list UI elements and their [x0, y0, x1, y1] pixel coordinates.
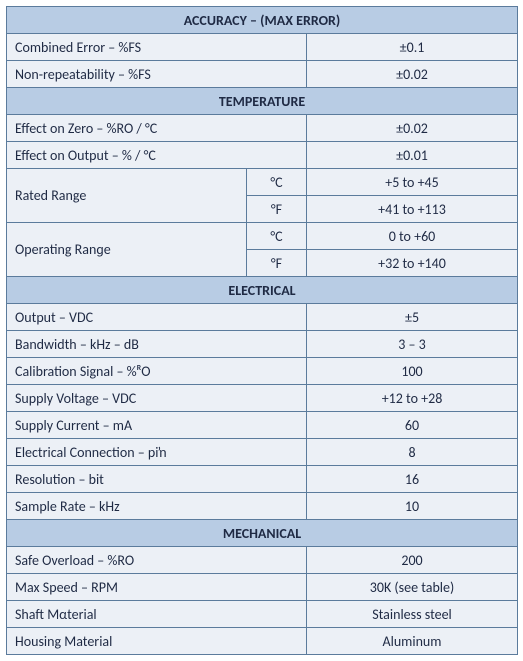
row-value: 60: [307, 412, 518, 439]
spec-table: ACCURACY – (MAX ERROR) Combined Error – …: [6, 6, 518, 655]
row-label: Resolution – bit: [7, 466, 307, 493]
section-header-temperature: TEMPERATURE: [7, 88, 518, 115]
section-header-electrical: ELECTRICAL: [7, 277, 518, 304]
row-value: ±5: [307, 304, 518, 331]
row-label: Electrical Connection – piŉ: [7, 439, 307, 466]
row-value: 3 – 3: [307, 331, 518, 358]
row-value: Stainless steel: [307, 601, 518, 628]
row-label: Max Speed – RPM: [7, 574, 307, 601]
row-value: 30K (see table): [307, 574, 518, 601]
row-label: Rated Range: [7, 169, 247, 223]
row-value: 200: [307, 547, 518, 574]
row-label: Bandwidth – kHz – dB: [7, 331, 307, 358]
row-value: 100: [307, 358, 518, 385]
row-value: ±0.02: [307, 61, 518, 88]
row-label: Supply Voltage – VDC: [7, 385, 307, 412]
row-value: 10: [307, 493, 518, 520]
row-label: Supply Current – mA: [7, 412, 307, 439]
row-label: Operating Ranɡe: [7, 223, 247, 277]
row-unit: °C: [247, 223, 307, 250]
row-value: +41 to +113: [307, 196, 518, 223]
row-value: ±0.01: [307, 142, 518, 169]
row-value: 16: [307, 466, 518, 493]
row-value: 8: [307, 439, 518, 466]
row-value: ±0.02: [307, 115, 518, 142]
row-value: Aluminum: [307, 628, 518, 655]
row-value: +5 to +45: [307, 169, 518, 196]
row-unit: °C: [247, 169, 307, 196]
row-value: 0 to +60: [307, 223, 518, 250]
row-unit: °F: [247, 250, 307, 277]
row-label: Safe Overload – %RO: [7, 547, 307, 574]
row-label: Non-repeatability – %FS: [7, 61, 307, 88]
row-value: +32 to +140: [307, 250, 518, 277]
row-label: Eﬀect on Zero – %RO / °C: [7, 115, 307, 142]
row-unit: °F: [247, 196, 307, 223]
row-label: Eﬀect on Output – % / °C: [7, 142, 307, 169]
row-value: +12 to +28: [307, 385, 518, 412]
section-header-accuracy: ACCURACY – (MAX ERROR): [7, 7, 518, 34]
row-label: Calibration Signal – %ᴿO: [7, 358, 307, 385]
row-label: Housing Material: [7, 628, 307, 655]
row-label: Shaft Mαterial: [7, 601, 307, 628]
row-value: ±0.1: [307, 34, 518, 61]
row-label: Sample Rate – kHz: [7, 493, 307, 520]
row-label: Combined Error – %FS: [7, 34, 307, 61]
row-label: Output – VDC: [7, 304, 307, 331]
section-header-mechanical: MECHANICAL: [7, 520, 518, 547]
